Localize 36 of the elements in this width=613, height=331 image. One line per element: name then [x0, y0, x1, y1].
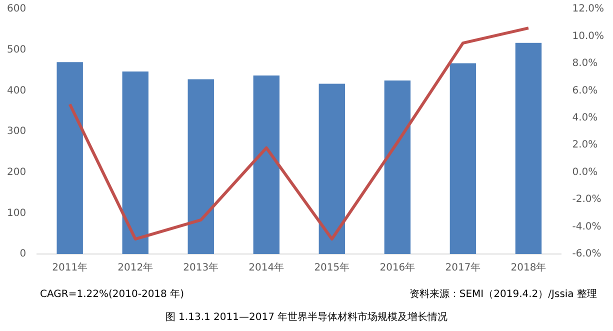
y2-tick-label: 12.0% — [572, 4, 604, 15]
y2-tick-label: -2.0% — [572, 194, 602, 206]
y-tick-label: 0 — [20, 248, 26, 260]
y2-tick-label: 8.0% — [572, 58, 598, 70]
x-tick-label: 2013年 — [183, 262, 219, 274]
bar — [318, 84, 346, 254]
y2-tick-label: -6.0% — [572, 248, 602, 260]
x-tick-label: 2011年 — [52, 262, 88, 274]
y-tick-label: 100 — [6, 208, 26, 219]
y-tick-label: 400 — [6, 85, 26, 96]
y-tick-label: 500 — [6, 44, 26, 56]
x-tick-label: 2016年 — [380, 262, 416, 274]
bar — [188, 79, 214, 254]
y2-tick-label: 0.0% — [572, 166, 598, 178]
x-tick-label: 2018年 — [510, 262, 546, 274]
bar — [515, 42, 542, 254]
y2-tick-label: 6.0% — [572, 85, 598, 96]
y2-tick-label: 4.0% — [572, 112, 598, 124]
y-tick-label: 600 — [6, 4, 26, 15]
bar — [253, 76, 280, 254]
x-tick-label: 2015年 — [314, 262, 350, 274]
bar — [450, 63, 476, 254]
y2-tick-label: -4.0% — [572, 221, 602, 232]
x-tick-label: 2017年 — [445, 262, 481, 274]
caption: 图 1.13.1 2011—2017 年世界半导体材料市场规模及增长情况 — [164, 310, 449, 324]
y2-tick-label: 2.0% — [572, 140, 598, 151]
text: CAGR=1.22%(2010-2018 年) — [40, 288, 184, 301]
x-tick-label: 2014年 — [248, 262, 284, 274]
x-tick-label: 2012年 — [118, 262, 154, 274]
bar — [384, 80, 411, 254]
y-tick-label: 300 — [6, 126, 26, 138]
text: 资料来源：SEMI（2019.4.2）/Jssia 整理 — [409, 288, 597, 301]
bar — [122, 71, 148, 254]
y-tick-label: 200 — [6, 166, 26, 178]
y2-tick-label: 10.0% — [572, 30, 604, 42]
bar — [56, 62, 83, 254]
